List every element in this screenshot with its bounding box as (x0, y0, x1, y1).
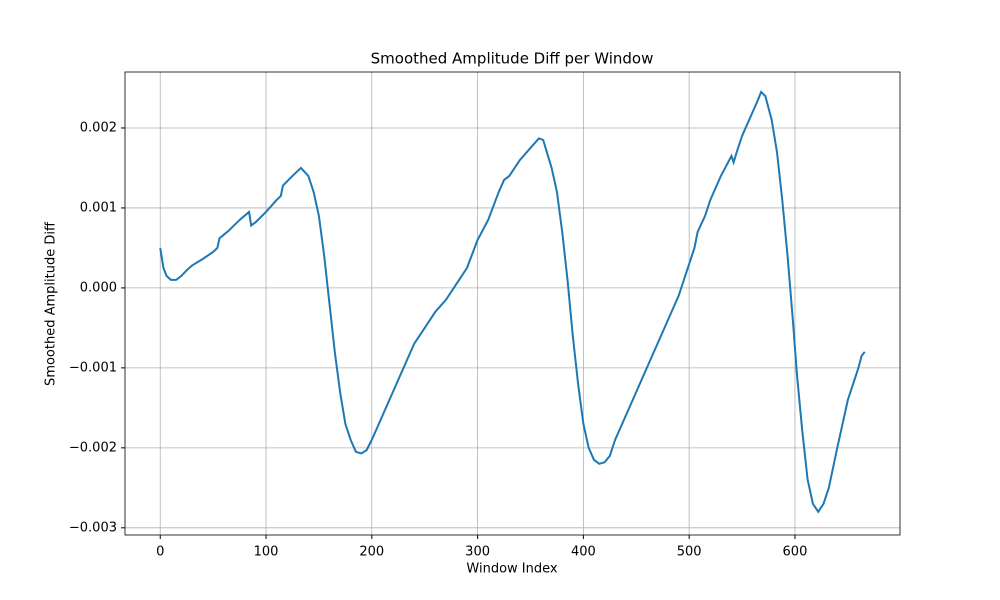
x-tick-label: 0 (156, 545, 164, 560)
x-axis-label: Window Index (466, 562, 557, 577)
y-tick-label: −0.003 (69, 520, 117, 535)
x-tick-label: 600 (783, 545, 808, 560)
chart-title: Smoothed Amplitude Diff per Window (371, 50, 654, 68)
y-tick-label: −0.001 (69, 360, 117, 375)
y-tick-label: 0.001 (80, 200, 117, 215)
y-axis-label: Smoothed Amplitude Diff (44, 221, 59, 386)
y-tick-label: 0.002 (80, 120, 117, 135)
x-tick-label: 500 (677, 545, 702, 560)
x-tick-label: 300 (465, 545, 490, 560)
plot-frame (124, 71, 901, 536)
y-tick-label: −0.002 (69, 440, 117, 455)
x-tick-label: 100 (254, 545, 279, 560)
data-line (159, 90, 866, 514)
x-tick-label: 400 (571, 545, 596, 560)
y-tick-label: 0.000 (80, 280, 117, 295)
x-tick-label: 200 (359, 545, 384, 560)
